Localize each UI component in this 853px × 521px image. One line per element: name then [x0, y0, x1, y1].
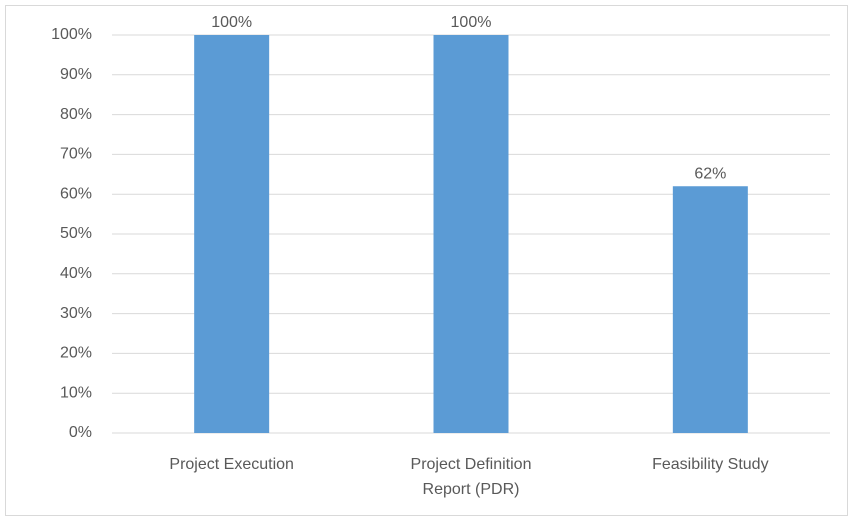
data-label: 62% — [694, 165, 726, 182]
y-tick-label: 100% — [51, 26, 92, 43]
bar — [433, 35, 509, 433]
y-tick-label: 60% — [60, 185, 92, 202]
x-tick-label: Project Execution — [169, 456, 294, 473]
y-tick-label: 10% — [60, 384, 92, 401]
y-tick-label: 20% — [60, 345, 92, 362]
y-tick-label: 30% — [60, 305, 92, 322]
x-tick-label: Project Definition Report (PDR) — [411, 456, 532, 498]
data-label: 100% — [451, 14, 492, 31]
y-tick-label: 80% — [60, 106, 92, 123]
y-tick-label: 0% — [69, 424, 92, 441]
y-tick-label: 70% — [60, 146, 92, 163]
x-tick-label: Feasibility Study — [652, 456, 769, 473]
y-tick-label: 40% — [60, 265, 92, 282]
y-tick-label: 90% — [60, 66, 92, 83]
bar — [194, 35, 270, 433]
bar — [672, 186, 748, 433]
y-tick-label: 50% — [60, 225, 92, 242]
data-label: 100% — [211, 14, 252, 31]
